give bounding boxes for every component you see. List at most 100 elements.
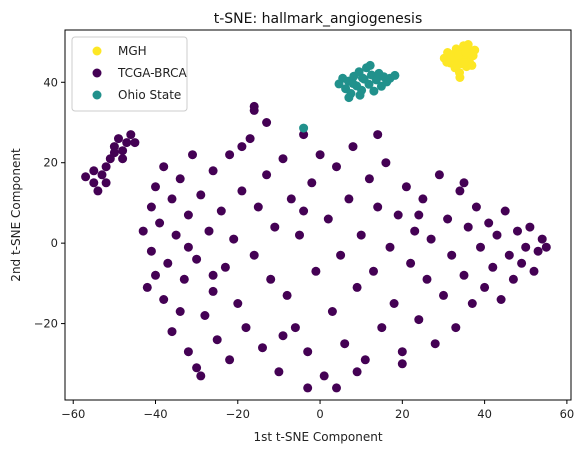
x-axis-label: 1st t-SNE Component — [253, 430, 382, 444]
point-tcga-brca-59 — [278, 154, 288, 164]
y-axis-ticks: −20 0 20 40 — [34, 75, 65, 331]
point-tcga-brca-123 — [541, 242, 551, 252]
point-ohio-state-11 — [364, 79, 374, 89]
point-tcga-brca-10 — [114, 134, 123, 144]
point-ohio-state-20 — [390, 70, 400, 80]
x-tick-label: −20 — [226, 407, 250, 421]
point-tcga-brca-50 — [245, 134, 255, 144]
point-tcga-brca-95 — [426, 234, 436, 244]
point-ohio-state-21 — [344, 93, 354, 103]
point-tcga-brca-45 — [225, 355, 235, 365]
point-tcga-brca-84 — [381, 158, 391, 168]
point-tcga-brca-132 — [303, 383, 313, 393]
point-tcga-brca-46 — [229, 234, 239, 244]
legend-marker-ohio-state — [92, 90, 102, 100]
legend: MGH TCGA-BRCA Ohio State — [71, 36, 188, 112]
point-tcga-brca-0 — [81, 172, 91, 182]
x-tick-label: 20 — [395, 407, 410, 421]
point-tcga-brca-116 — [513, 226, 522, 236]
point-tcga-brca-125 — [249, 101, 259, 111]
point-tcga-brca-105 — [467, 299, 477, 308]
x-axis-ticks: −60 −40 −20 0 20 40 60 — [61, 400, 574, 421]
point-tcga-brca-118 — [521, 242, 531, 252]
point-tcga-brca-28 — [175, 307, 185, 316]
point-tcga-brca-62 — [290, 323, 300, 333]
point-tcga-brca-129 — [278, 331, 288, 341]
y-tick-label: −20 — [34, 317, 58, 331]
point-tcga-brca-70 — [323, 214, 333, 224]
point-tcga-brca-30 — [179, 274, 189, 284]
point-tcga-brca-81 — [369, 266, 378, 276]
point-tcga-brca-100 — [447, 250, 457, 260]
point-tcga-brca-120 — [529, 266, 539, 276]
point-tcga-brca-23 — [159, 162, 169, 172]
point-mgh-26 — [452, 60, 462, 70]
point-tcga-brca-99 — [443, 214, 453, 224]
point-tcga-brca-65 — [303, 347, 313, 357]
point-tcga-brca-25 — [167, 194, 177, 204]
point-tcga-brca-56 — [266, 274, 276, 284]
legend-marker-mgh — [92, 46, 102, 56]
x-tick-label: −40 — [143, 407, 167, 421]
point-tcga-brca-44 — [225, 150, 235, 160]
point-tcga-brca-111 — [492, 230, 502, 240]
point-tcga-brca-53 — [253, 202, 263, 212]
point-tcga-brca-122 — [537, 234, 547, 244]
x-tick-label: 40 — [477, 407, 492, 421]
point-ohio-state-26 — [299, 123, 309, 133]
legend-label-tcga-brca: TCGA-BRCA — [117, 66, 188, 80]
point-tcga-brca-124 — [237, 142, 247, 152]
point-tcga-brca-137 — [459, 178, 469, 188]
point-tcga-brca-90 — [406, 258, 416, 268]
point-tcga-brca-1 — [89, 178, 99, 188]
point-tcga-brca-131 — [352, 367, 362, 377]
point-ohio-state-13 — [369, 86, 379, 96]
y-tick-label: 40 — [43, 75, 58, 89]
point-tcga-brca-68 — [315, 150, 325, 160]
point-tcga-brca-74 — [340, 339, 350, 349]
point-tcga-brca-126 — [262, 118, 272, 127]
point-tcga-brca-22 — [159, 295, 169, 304]
point-mgh-25 — [463, 40, 473, 49]
point-tcga-brca-134 — [299, 206, 309, 216]
point-tcga-brca-58 — [274, 367, 284, 377]
point-tcga-brca-6 — [101, 162, 111, 172]
legend-frame — [71, 36, 188, 112]
point-tcga-brca-87 — [393, 210, 403, 220]
point-tcga-brca-5 — [101, 178, 111, 188]
point-tcga-brca-102 — [455, 186, 465, 196]
point-tcga-brca-27 — [171, 230, 181, 240]
point-tcga-brca-83 — [377, 323, 387, 333]
point-tcga-brca-17 — [146, 202, 156, 212]
point-mgh-18 — [470, 45, 480, 55]
point-tcga-brca-89 — [401, 182, 411, 192]
point-tcga-brca-19 — [151, 182, 160, 192]
point-tcga-brca-139 — [196, 371, 206, 381]
point-tcga-brca-35 — [192, 363, 202, 373]
point-tcga-brca-24 — [163, 258, 173, 268]
point-tcga-brca-61 — [286, 194, 296, 204]
point-tcga-brca-92 — [414, 315, 424, 325]
point-tcga-brca-47 — [233, 299, 243, 308]
point-tcga-brca-97 — [434, 170, 444, 180]
point-tcga-brca-2 — [89, 166, 99, 176]
point-tcga-brca-13 — [126, 130, 136, 140]
point-tcga-brca-36 — [196, 190, 206, 200]
point-tcga-brca-37 — [200, 311, 210, 320]
point-tcga-brca-109 — [484, 218, 494, 228]
point-tcga-brca-103 — [459, 270, 469, 280]
point-tcga-brca-130 — [332, 383, 341, 393]
point-tcga-brca-127 — [208, 270, 218, 280]
point-tcga-brca-48 — [237, 186, 247, 196]
point-tcga-brca-66 — [307, 178, 317, 188]
point-tcga-brca-42 — [216, 206, 226, 216]
point-tcga-brca-85 — [385, 242, 395, 252]
point-tcga-brca-106 — [471, 202, 481, 212]
point-tcga-brca-115 — [508, 274, 518, 284]
point-tcga-brca-72 — [332, 162, 341, 172]
point-tcga-brca-108 — [480, 282, 490, 292]
point-tcga-brca-119 — [525, 222, 535, 232]
plot-frame — [64, 29, 572, 401]
point-tcga-brca-133 — [397, 359, 407, 369]
